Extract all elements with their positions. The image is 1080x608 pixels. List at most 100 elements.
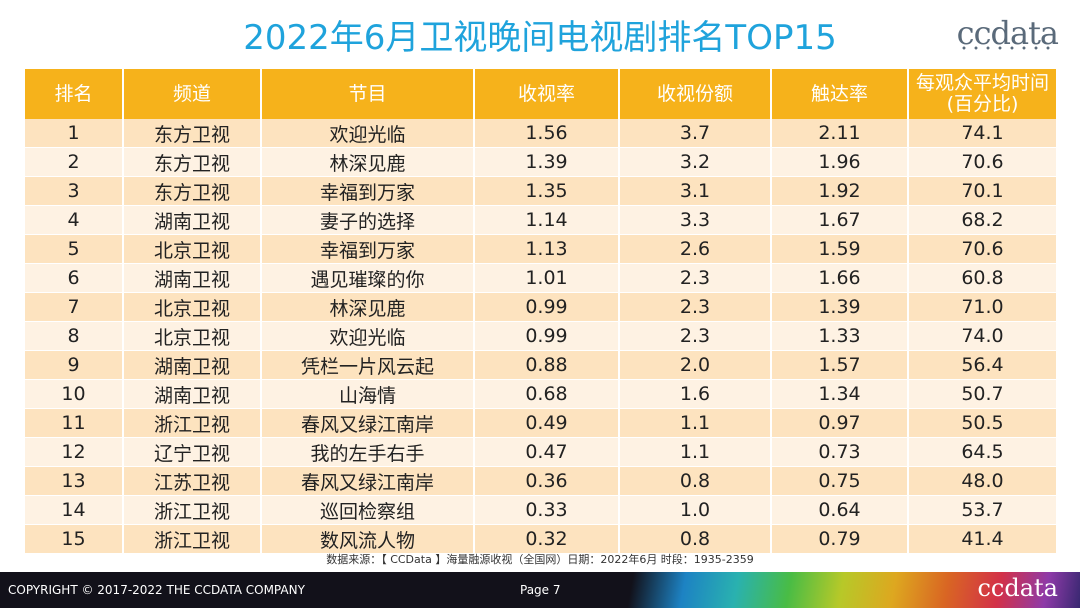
ccdata-logo: ccdata <box>956 14 1059 52</box>
ranking-table: 排名 频道 节目 收视率 收视份额 触达率 每观众平均时间 (百分比) 1 东方卫视 欢迎光临 1.… <box>25 69 1056 554</box>
cell-reach: 1.96 <box>771 147 909 177</box>
cell-avg-time: 68.2 <box>908 205 1056 235</box>
cell-share: 2.6 <box>619 234 772 264</box>
column-header-reach: 触达率 <box>771 69 909 119</box>
cell-avg-time: 70.1 <box>908 176 1056 206</box>
cell-avg-time: 60.8 <box>908 263 1056 293</box>
cell-channel: 浙江卫视 <box>123 408 262 438</box>
cell-rank: 4 <box>25 205 124 235</box>
cell-program: 妻子的选择 <box>261 205 475 235</box>
table-row: 6 湖南卫视 遇见璀璨的你 1.01 2.3 1.66 60.8 <box>25 263 1056 293</box>
cell-rank: 7 <box>25 292 124 322</box>
page-number: Page 7 <box>520 583 561 597</box>
cell-reach: 2.11 <box>771 119 909 148</box>
cell-avg-time: 74.1 <box>908 119 1056 148</box>
cell-rating: 0.68 <box>474 379 620 409</box>
cell-avg-time: 70.6 <box>908 234 1056 264</box>
cell-reach: 0.64 <box>771 495 909 525</box>
cell-program: 欢迎光临 <box>261 321 475 351</box>
cell-rank: 12 <box>25 437 124 467</box>
cell-rank: 9 <box>25 350 124 380</box>
cell-rating: 0.99 <box>474 292 620 322</box>
cell-program: 遇见璀璨的你 <box>261 263 475 293</box>
cell-channel: 湖南卫视 <box>123 379 262 409</box>
cell-rating: 1.56 <box>474 119 620 148</box>
cell-reach: 1.57 <box>771 350 909 380</box>
column-header-program: 节目 <box>261 69 475 119</box>
cell-reach: 0.73 <box>771 437 909 467</box>
cell-channel: 北京卫视 <box>123 234 262 264</box>
footer-logo: ccdata <box>977 574 1058 602</box>
table-header-row: 排名 频道 节目 收视率 收视份额 触达率 每观众平均时间 (百分比) <box>25 69 1056 119</box>
table-row: 3 东方卫视 幸福到万家 1.35 3.1 1.92 70.1 <box>25 176 1056 206</box>
cell-reach: 1.39 <box>771 292 909 322</box>
cell-program: 欢迎光临 <box>261 119 475 148</box>
cell-share: 0.8 <box>619 466 772 496</box>
cell-rank: 6 <box>25 263 124 293</box>
cell-rating: 0.33 <box>474 495 620 525</box>
cell-program: 凭栏一片风云起 <box>261 350 475 380</box>
cell-share: 2.3 <box>619 292 772 322</box>
table-row: 7 北京卫视 林深见鹿 0.99 2.3 1.39 71.0 <box>25 292 1056 322</box>
cell-reach: 1.92 <box>771 176 909 206</box>
cell-avg-time: 48.0 <box>908 466 1056 496</box>
copyright-text: COPYRIGHT © 2017-2022 THE CCDATA COMPANY <box>8 583 305 597</box>
table-row: 12 辽宁卫视 我的左手右手 0.47 1.1 0.73 64.5 <box>25 437 1056 467</box>
cell-rating: 0.32 <box>474 524 620 554</box>
cell-rating: 0.47 <box>474 437 620 467</box>
cell-share: 2.3 <box>619 321 772 351</box>
cell-rank: 10 <box>25 379 124 409</box>
cell-reach: 0.75 <box>771 466 909 496</box>
cell-share: 3.2 <box>619 147 772 177</box>
cell-share: 1.1 <box>619 437 772 467</box>
cell-rank: 11 <box>25 408 124 438</box>
table-row: 1 东方卫视 欢迎光临 1.56 3.7 2.11 74.1 <box>25 119 1056 148</box>
cell-channel: 东方卫视 <box>123 176 262 206</box>
cell-channel: 北京卫视 <box>123 321 262 351</box>
cell-rank: 8 <box>25 321 124 351</box>
page-title: 2022年6月卫视晚间电视剧排名TOP15 <box>243 18 837 58</box>
cell-rank: 14 <box>25 495 124 525</box>
cell-share: 2.3 <box>619 263 772 293</box>
cell-channel: 辽宁卫视 <box>123 437 262 467</box>
column-header-channel: 频道 <box>123 69 262 119</box>
cell-program: 林深见鹿 <box>261 292 475 322</box>
cell-rating: 1.35 <box>474 176 620 206</box>
table-row: 15 浙江卫视 数风流人物 0.32 0.8 0.79 41.4 <box>25 524 1056 554</box>
cell-share: 3.1 <box>619 176 772 206</box>
cell-avg-time: 41.4 <box>908 524 1056 554</box>
table-body: 1 东方卫视 欢迎光临 1.56 3.7 2.11 74.1 2 东方卫视 林深见鹿 1.39 3.2… <box>25 119 1056 554</box>
cell-reach: 1.34 <box>771 379 909 409</box>
cell-avg-time: 74.0 <box>908 321 1056 351</box>
cell-program: 春风又绿江南岸 <box>261 408 475 438</box>
cell-rating: 0.99 <box>474 321 620 351</box>
logo-dots-decoration <box>958 46 1054 50</box>
data-source-note: 数据来源：【 CCData 】海量融源收视（全国网）日期：2022年6月 时段：… <box>326 553 754 566</box>
table-row: 14 浙江卫视 巡回检察组 0.33 1.0 0.64 53.7 <box>25 495 1056 525</box>
cell-rank: 2 <box>25 147 124 177</box>
column-header-rank: 排名 <box>25 69 124 119</box>
cell-rank: 15 <box>25 524 124 554</box>
cell-reach: 0.79 <box>771 524 909 554</box>
cell-channel: 浙江卫视 <box>123 524 262 554</box>
column-header-share: 收视份额 <box>619 69 772 119</box>
cell-program: 我的左手右手 <box>261 437 475 467</box>
cell-program: 幸福到万家 <box>261 234 475 264</box>
column-header-avg-time: 每观众平均时间 (百分比) <box>908 69 1056 119</box>
cell-share: 2.0 <box>619 350 772 380</box>
cell-channel: 浙江卫视 <box>123 495 262 525</box>
cell-rating: 1.01 <box>474 263 620 293</box>
cell-avg-time: 71.0 <box>908 292 1056 322</box>
cell-share: 3.3 <box>619 205 772 235</box>
cell-rank: 1 <box>25 119 124 148</box>
table-row: 8 北京卫视 欢迎光临 0.99 2.3 1.33 74.0 <box>25 321 1056 351</box>
cell-rating: 1.14 <box>474 205 620 235</box>
cell-rating: 0.49 <box>474 408 620 438</box>
cell-avg-time: 70.6 <box>908 147 1056 177</box>
cell-reach: 1.33 <box>771 321 909 351</box>
cell-rank: 3 <box>25 176 124 206</box>
cell-rating: 0.88 <box>474 350 620 380</box>
table-row: 10 湖南卫视 山海情 0.68 1.6 1.34 50.7 <box>25 379 1056 409</box>
cell-reach: 1.66 <box>771 263 909 293</box>
cell-share: 1.1 <box>619 408 772 438</box>
